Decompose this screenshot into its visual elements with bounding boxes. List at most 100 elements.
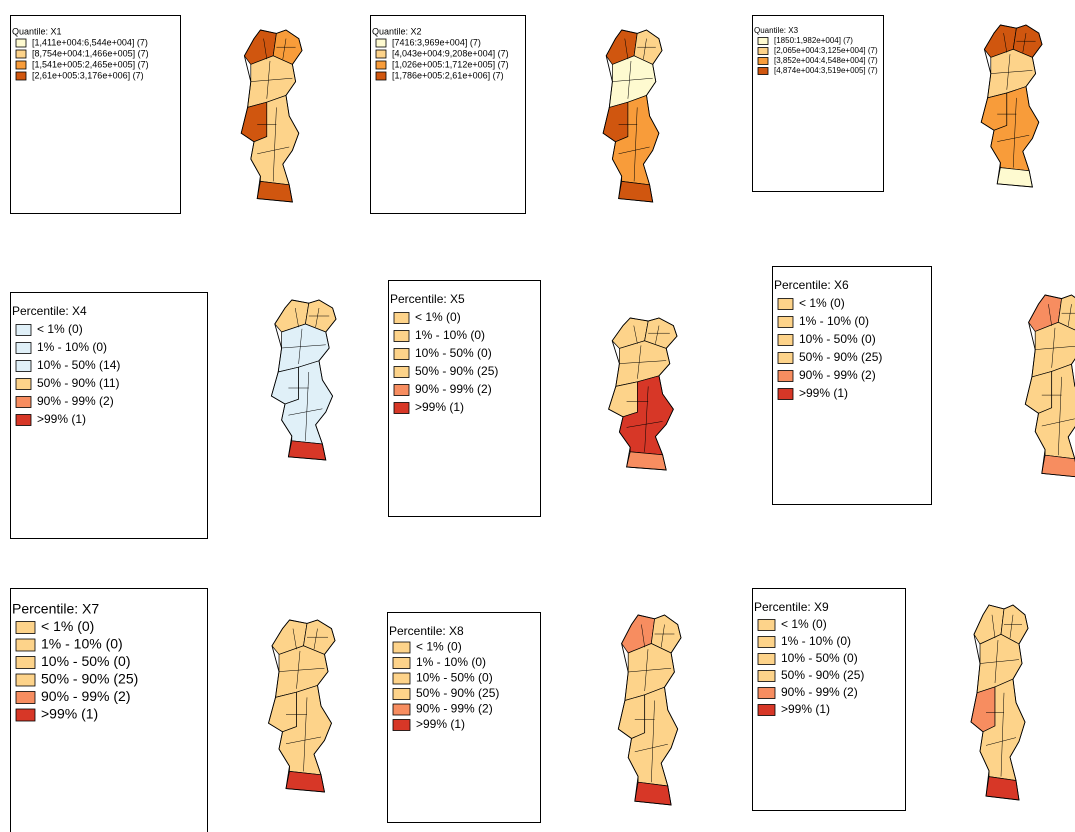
legend-swatch bbox=[392, 703, 411, 716]
map-region bbox=[275, 645, 329, 698]
legend-box bbox=[388, 280, 541, 517]
legend-label: 50% - 90% (25) bbox=[415, 364, 498, 378]
legend-label: [8,754e+004:1,466e+005] (7) bbox=[32, 48, 149, 58]
legend-swatch bbox=[757, 57, 769, 65]
legend-label: 10% - 50% (0) bbox=[799, 332, 876, 346]
legend-swatch bbox=[777, 298, 794, 310]
legend-label: 10% - 50% (0) bbox=[41, 653, 130, 669]
legend-box bbox=[10, 15, 181, 214]
legend-label: 90% - 99% (2) bbox=[41, 688, 130, 704]
district-border bbox=[651, 700, 655, 783]
district-border bbox=[1058, 376, 1062, 456]
legend-title: Quantile: X2 bbox=[372, 26, 422, 36]
legend-swatch bbox=[392, 688, 411, 700]
legend-label: >99% (1) bbox=[415, 400, 464, 414]
district-border bbox=[633, 325, 638, 344]
district-border bbox=[985, 737, 1017, 746]
legend-swatch bbox=[393, 348, 410, 360]
legend-label: 10% - 50% (0) bbox=[415, 346, 492, 360]
legend-swatch bbox=[392, 657, 411, 669]
district-border bbox=[634, 743, 668, 753]
legend-label: 50% - 90% (25) bbox=[781, 668, 864, 682]
legend-swatch bbox=[393, 330, 410, 342]
district-border bbox=[263, 38, 268, 60]
district-border bbox=[644, 386, 649, 452]
map-outline bbox=[608, 317, 678, 471]
district-border bbox=[1067, 304, 1072, 326]
district-border bbox=[303, 697, 308, 772]
legend-swatch bbox=[757, 670, 776, 682]
legend-label: 10% - 50% (0) bbox=[781, 651, 858, 665]
district-border bbox=[994, 640, 999, 684]
map-region bbox=[615, 340, 671, 387]
legend-label: 90% - 99% (2) bbox=[37, 394, 114, 408]
district-border bbox=[266, 60, 271, 99]
legend-label: [4,874e+004:3,519e+005] (7) bbox=[774, 66, 878, 75]
map-region bbox=[976, 633, 1023, 694]
district-border bbox=[313, 628, 318, 650]
legend-swatch bbox=[15, 621, 36, 634]
legend-swatch bbox=[757, 619, 776, 631]
legend-swatch bbox=[15, 708, 36, 722]
district-border bbox=[637, 345, 642, 379]
legend-label: 90% - 99% (2) bbox=[416, 702, 493, 716]
legend-swatch bbox=[15, 638, 36, 652]
legend-swatch bbox=[777, 334, 794, 346]
legend-label: [2,61e+005:3,176e+006] (7) bbox=[32, 70, 144, 80]
district-border bbox=[1003, 33, 1008, 53]
legend-swatch bbox=[375, 38, 387, 48]
district-border bbox=[626, 421, 663, 428]
legend-swatch bbox=[15, 60, 27, 70]
map-region bbox=[987, 48, 1036, 99]
district-border bbox=[272, 107, 277, 182]
legend-title: Percentile: X5 bbox=[390, 292, 465, 306]
district-border bbox=[1000, 692, 1005, 777]
legend-label: [1,541e+005:2,465e+005] (7) bbox=[32, 59, 149, 69]
district-border bbox=[619, 360, 667, 364]
district-border bbox=[633, 107, 638, 182]
district-border bbox=[643, 38, 647, 60]
map-panel: Quantile: X2[7416:3,969e+004] (7)[4,043e… bbox=[370, 15, 663, 214]
legend-title: Quantile: X3 bbox=[754, 26, 799, 35]
district-border bbox=[1022, 33, 1027, 53]
map-panel: Percentile: X5 < 1% (0) 1% - 10% (0) 10% - … bbox=[388, 280, 678, 517]
legend-swatch bbox=[757, 687, 776, 699]
legend-title: Percentile: X7 bbox=[12, 601, 99, 617]
district-border bbox=[285, 736, 322, 745]
legend-label: [1,786e+005:2,61e+006] (7) bbox=[392, 70, 504, 80]
legend-title: Percentile: X6 bbox=[774, 278, 849, 292]
legend-label: < 1% (0) bbox=[415, 310, 461, 324]
district-border bbox=[618, 146, 650, 155]
map-panel: Quantile: X3[1850:1,982e+004] (7)[2,065e… bbox=[752, 15, 1043, 192]
district-border bbox=[655, 325, 660, 344]
map-region bbox=[624, 643, 675, 701]
legend-label: 1% - 10% (0) bbox=[41, 636, 123, 652]
legend-label: >99% (1) bbox=[416, 717, 465, 731]
legend-swatch bbox=[15, 414, 32, 426]
map-panel: Percentile: X8 < 1% (0)1% - 10% (0) 10% - … bbox=[387, 612, 682, 823]
legend-box bbox=[772, 266, 932, 505]
legend-swatch bbox=[757, 37, 769, 45]
map-region bbox=[608, 55, 657, 108]
legend-swatch bbox=[393, 402, 410, 414]
district-border bbox=[1048, 304, 1052, 326]
district-border bbox=[281, 344, 326, 349]
legend-swatch bbox=[15, 360, 32, 372]
legend-label: 50% - 90% (25) bbox=[416, 686, 499, 700]
map-outline bbox=[270, 299, 337, 461]
legend-label: < 1% (0) bbox=[416, 640, 462, 654]
district-border bbox=[644, 649, 649, 692]
legend-swatch bbox=[375, 49, 387, 59]
legend-swatch bbox=[15, 342, 32, 354]
legend-label: [4,043e+004:9,208e+004] (7) bbox=[392, 48, 509, 58]
district-border bbox=[292, 628, 297, 650]
map-region bbox=[247, 55, 296, 108]
legend-swatch bbox=[777, 388, 794, 400]
legend-swatch bbox=[15, 71, 27, 81]
legend-swatch bbox=[15, 49, 27, 59]
legend-swatch bbox=[15, 378, 32, 390]
legend-swatch bbox=[392, 672, 411, 685]
legend-label: 1% - 10% (0) bbox=[799, 314, 869, 328]
legend-label: 1% - 10% (0) bbox=[781, 634, 851, 648]
legend-swatch bbox=[757, 704, 776, 716]
